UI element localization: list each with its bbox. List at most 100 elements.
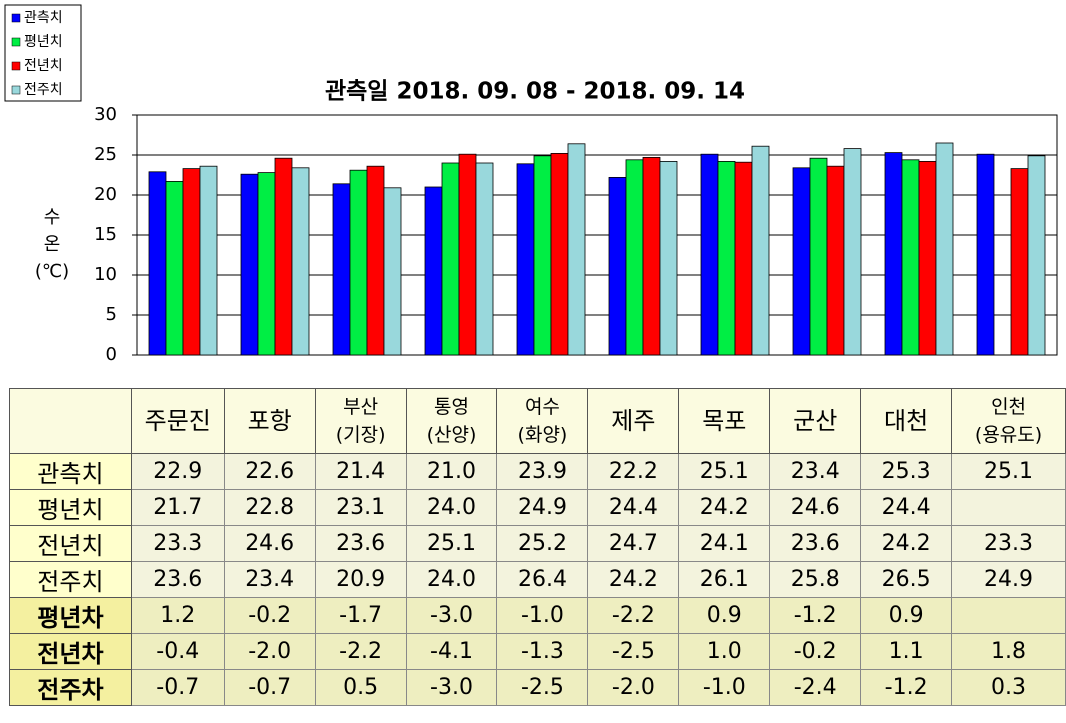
bar [792, 167, 811, 356]
table-cell: 26.4 [496, 561, 589, 598]
table-cell: -2.2 [314, 633, 407, 670]
table-cell: 0.9 [678, 597, 771, 634]
table-cell: 포항 [223, 388, 316, 454]
table-cell: 24.9 [496, 489, 589, 526]
bar [1027, 155, 1046, 356]
table-cell: 관측치 [9, 453, 132, 490]
table-cell: 24.9 [951, 561, 1066, 598]
bar [349, 169, 368, 356]
bar [976, 153, 995, 356]
table-row: 전주차 -0.7 -0.7 0.5 -3.0 -2.5 -2.0 -1.0 -2.4 -1.2 0.… [9, 669, 1066, 706]
table-cell: -2.2 [587, 597, 680, 634]
table-cell: 20.9 [314, 561, 407, 598]
table-cell: 21.4 [314, 453, 407, 490]
header-row: 주문진 포항 부산 (기장) 통영 (산양) 여수 (화양) 제주 목포 군산 대천 인천 (용유… [9, 388, 1066, 454]
table-cell: 군산 [769, 388, 862, 454]
table-cell: -3.0 [405, 669, 498, 706]
table-row: 전년치 23.3 24.6 23.6 25.1 25.2 24.7 24.1 23.6 24.2 2… [9, 525, 1066, 562]
table-cell: 0.5 [314, 669, 407, 706]
table-cell: 23.4 [223, 561, 316, 598]
table-cell [9, 388, 132, 454]
bar [659, 160, 678, 356]
table-cell: 22.8 [223, 489, 316, 526]
table-cell: 23.3 [130, 525, 225, 562]
table-cell: 25.2 [496, 525, 589, 562]
table-cell: -1.7 [314, 597, 407, 634]
bar [533, 155, 552, 356]
table-cell: -0.7 [223, 669, 316, 706]
table-row: 평년치 21.7 22.8 23.1 24.0 24.9 24.4 24.2 24.6 24.4 [9, 489, 1066, 526]
table-cell: 23.4 [769, 453, 862, 490]
table-cell: 23.3 [951, 525, 1066, 562]
table-cell: 전주차 [9, 669, 132, 706]
table-cell: -2.0 [223, 633, 316, 670]
table-cell: 25.3 [860, 453, 953, 490]
legend-swatch [11, 37, 21, 47]
bar [608, 176, 627, 356]
bar [366, 165, 385, 356]
bar [717, 160, 736, 356]
bar [843, 148, 862, 356]
table-cell: 25.1 [405, 525, 498, 562]
table-cell: -4.1 [405, 633, 498, 670]
bar [516, 163, 535, 356]
y-axis-label: 수 [44, 207, 61, 228]
table-cell: 23.6 [130, 561, 225, 598]
table-cell: -0.4 [130, 633, 225, 670]
table-cell: 24.7 [587, 525, 680, 562]
table-cell: -1.2 [860, 669, 953, 706]
table-cell [951, 489, 1066, 526]
y-tick-label: 30 [94, 104, 117, 125]
bar [291, 167, 310, 356]
table-cell: -1.0 [678, 669, 771, 706]
bar [332, 183, 351, 356]
bar [383, 187, 402, 356]
bar [458, 153, 477, 356]
bar [809, 157, 828, 356]
table-row: 전주치 23.6 23.4 20.9 24.0 26.4 24.2 26.1 25.8 26.5 2… [9, 561, 1066, 598]
bar [240, 173, 259, 356]
table-cell: 전주치 [9, 561, 132, 598]
table-cell: -0.7 [130, 669, 225, 706]
bar [901, 159, 920, 356]
bar [884, 152, 903, 356]
y-tick-label: 20 [94, 184, 117, 205]
table-cell: -1.2 [769, 597, 862, 634]
table-cell: 24.4 [587, 489, 680, 526]
table-cell: -2.0 [587, 669, 680, 706]
table-cell: 21.0 [405, 453, 498, 490]
table-cell: 대천 [860, 388, 953, 454]
table-row: 평년차 1.2 -0.2 -1.7 -3.0 -1.0 -2.2 0.9 -1.2 0.9 [9, 597, 1066, 634]
legend-label: 전주치 [24, 82, 63, 98]
table-cell: 22.6 [223, 453, 316, 490]
table-cell: 25.8 [769, 561, 862, 598]
bar [199, 165, 218, 356]
table-cell: 1.1 [860, 633, 953, 670]
legend-swatch [11, 13, 21, 23]
bar [257, 172, 276, 356]
table-cell: 22.9 [130, 453, 225, 490]
table-cell: 평년치 [9, 489, 132, 526]
table-cell: 24.0 [405, 561, 498, 598]
bar [918, 160, 937, 356]
table-cell: 평년차 [9, 597, 132, 634]
data-table: 주문진 포항 부산 (기장) 통영 (산양) 여수 (화양) 제주 목포 군산 대천 인천 (용유… [9, 388, 1066, 706]
table-cell: 1.0 [678, 633, 771, 670]
table-cell: 0.3 [951, 669, 1066, 706]
table-cell: 주문진 [130, 388, 225, 454]
table-cell: 25.1 [951, 453, 1066, 490]
bar [441, 162, 460, 356]
table-cell: -2.4 [769, 669, 862, 706]
table-cell: 전년차 [9, 633, 132, 670]
table-cell: 24.6 [769, 489, 862, 526]
chart-title: 관측일 2018. 09. 08 - 2018. 09. 14 [325, 79, 745, 105]
bar [567, 143, 586, 356]
bar [734, 161, 753, 356]
y-tick-label: 15 [94, 224, 117, 245]
table-cell: 1.8 [951, 633, 1066, 670]
table-cell: -3.0 [405, 597, 498, 634]
table-cell: 24.2 [860, 525, 953, 562]
table-cell: -2.5 [587, 633, 680, 670]
y-axis-label: (℃) [35, 261, 69, 282]
